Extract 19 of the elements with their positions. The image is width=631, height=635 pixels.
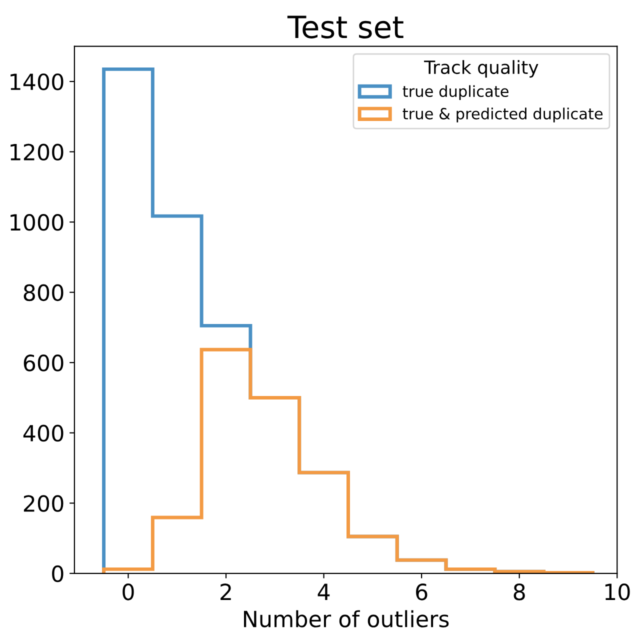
y-tick-label: 400: [23, 424, 64, 442]
x-tick-label: 10: [605, 584, 630, 600]
legend-label: true duplicate: [402, 85, 508, 100]
legend-label: true & predicted duplicate: [402, 108, 603, 122]
y-tick-label: 1000: [10, 214, 64, 231]
x-axis-title: Number of outliers: [244, 610, 449, 628]
x-tick-label: 8: [514, 584, 525, 600]
x-tick-label: 4: [318, 584, 330, 600]
x-tick-label: 6: [416, 584, 428, 600]
y-tick-label: 1200: [10, 144, 64, 161]
x-tick-label: 2: [220, 584, 231, 600]
x-tick-label: 0: [122, 584, 134, 600]
y-tick-label: 1400: [10, 73, 64, 90]
legend-title: Track quality: [424, 60, 538, 78]
y-tick-label: 600: [24, 354, 64, 372]
y-tick-label: 0: [52, 565, 64, 582]
y-tick-label: 800: [24, 284, 64, 302]
chart-title: Test set: [287, 16, 404, 38]
y-tick-label: 200: [24, 495, 64, 512]
